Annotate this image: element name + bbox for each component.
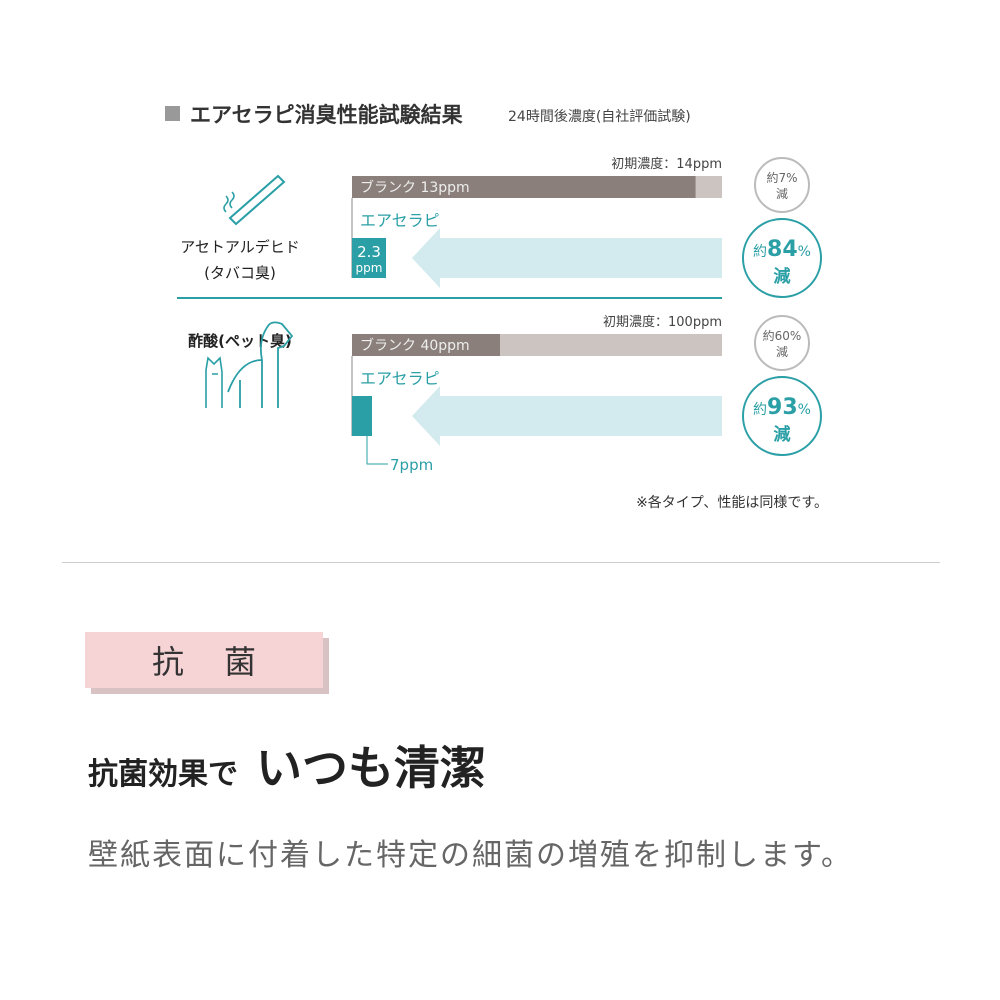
blank-reduction-value: 約7% xyxy=(766,170,797,185)
deodorization-chart: エアセラピ消臭性能試験結果 24時間後濃度(自社評価試験) アセトアルデヒド (タ… xyxy=(165,103,828,511)
product-unit: ppm xyxy=(356,261,383,275)
blank-reduction-suffix: 減 xyxy=(776,344,788,359)
product-value: 7ppm xyxy=(390,456,433,474)
reduction-suffix: 減 xyxy=(774,424,791,445)
product-reduction-circle xyxy=(742,218,822,298)
callout-line xyxy=(366,418,388,465)
blank-label: ブランク 40ppm xyxy=(360,337,470,354)
reduction-percent: % xyxy=(798,402,811,418)
product-value: 2.3 xyxy=(357,243,381,261)
section-divider xyxy=(62,562,940,563)
smoke-icon xyxy=(223,191,235,213)
dog-icon xyxy=(227,321,294,408)
blank-reduction-circle xyxy=(754,315,810,371)
group-name: アセトアルデヒド xyxy=(180,238,300,256)
footnote: ※各タイプ、性能は同様です。 xyxy=(636,495,828,511)
heading-small: 抗菌効果で xyxy=(88,757,238,792)
product-bar xyxy=(352,396,372,436)
blank-bar xyxy=(352,334,500,356)
section-description: 壁紙表面に付着した特定の細菌の増殖を抑制します。 xyxy=(88,838,853,873)
reduction-suffix: 減 xyxy=(774,266,791,287)
reduction-prefix: 約 xyxy=(753,402,767,418)
group-sub: (タバコ臭) xyxy=(204,264,276,282)
group-name: 酢酸(ペット臭) xyxy=(188,332,292,350)
blank-reduction-circle xyxy=(754,157,810,213)
product-label: エアセラピ xyxy=(360,369,440,388)
initial-concentration: 初期濃度：100ppm xyxy=(603,314,722,330)
reduction-number: 93 xyxy=(767,395,798,420)
reduction-arrow xyxy=(412,228,722,288)
reduction-arrow xyxy=(412,386,722,446)
blank-reduction-value: 約60% xyxy=(763,328,802,343)
reduction-number: 84 xyxy=(767,237,798,262)
blank-label: ブランク 13ppm xyxy=(360,179,470,196)
reduction-percent: % xyxy=(798,244,811,260)
product-reduction-value: 約93% xyxy=(753,395,811,420)
cigarette-icon xyxy=(228,174,286,226)
product-reduction-circle xyxy=(742,376,822,456)
reduction-prefix: 約 xyxy=(753,244,767,260)
blank-reduction-suffix: 減 xyxy=(776,186,788,201)
product-label: エアセラピ xyxy=(360,211,440,230)
product-bar xyxy=(352,238,386,278)
title-marker xyxy=(165,106,180,121)
initial-concentration: 初期濃度：14ppm xyxy=(611,156,722,172)
antibacterial-badge: 抗菌 xyxy=(85,632,323,688)
section-heading: 抗菌効果で いつも清潔 xyxy=(88,732,486,798)
product-reduction-value: 約84% xyxy=(753,237,811,262)
chart-title: エアセラピ消臭性能試験結果 xyxy=(190,103,463,127)
blank-bar xyxy=(352,176,696,198)
cat-icon xyxy=(205,356,223,408)
chart-subtitle: 24時間後濃度(自社評価試験) xyxy=(508,109,691,125)
heading-big: いつも清潔 xyxy=(256,741,486,795)
